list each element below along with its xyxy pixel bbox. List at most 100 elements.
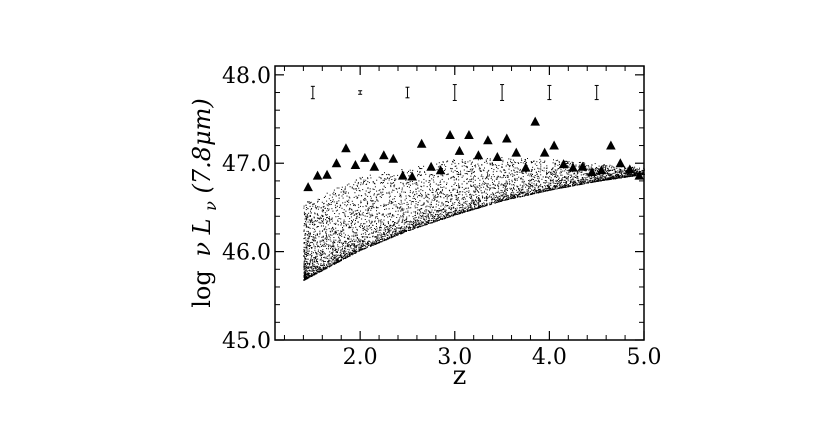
- scatter-point: [366, 236, 368, 238]
- scatter-point: [443, 215, 445, 217]
- scatter-point: [469, 179, 471, 180]
- scatter-point: [338, 237, 340, 239]
- scatter-point: [425, 213, 427, 215]
- scatter-point: [525, 172, 527, 174]
- scatter-point: [366, 230, 368, 232]
- scatter-point: [430, 214, 432, 216]
- scatter-point: [307, 237, 309, 239]
- scatter-point: [313, 267, 315, 269]
- scatter-point: [348, 242, 349, 244]
- scatter-point: [531, 170, 533, 172]
- scatter-point: [325, 245, 327, 247]
- scatter-point: [461, 198, 463, 200]
- scatter-point: [316, 220, 318, 222]
- scatter-point: [459, 207, 461, 209]
- scatter-point: [409, 225, 411, 227]
- scatter-point: [351, 224, 353, 226]
- scatter-point: [387, 229, 389, 231]
- scatter-point: [440, 215, 442, 217]
- scatter-point: [308, 237, 310, 239]
- scatter-point: [594, 177, 596, 179]
- scatter-point: [557, 175, 559, 177]
- scatter-point: [322, 235, 324, 237]
- scatter-point: [356, 232, 358, 234]
- scatter-point: [585, 179, 587, 181]
- scatter-point: [392, 214, 394, 216]
- scatter-point: [506, 198, 508, 200]
- scatter-point: [391, 191, 393, 193]
- scatter-point: [364, 244, 366, 246]
- scatter-point: [541, 169, 543, 171]
- scatter-point: [379, 242, 381, 243]
- scatter-point: [512, 166, 514, 168]
- scatter-point: [351, 240, 353, 242]
- scatter-point: [616, 173, 618, 175]
- scatter-point: [424, 224, 426, 226]
- scatter-point: [427, 214, 429, 216]
- scatter-point: [594, 176, 595, 178]
- scatter-point: [480, 190, 482, 192]
- scatter-point: [484, 197, 485, 199]
- scatter-point: [545, 190, 546, 191]
- scatter-point: [309, 266, 311, 268]
- scatter-point: [415, 219, 416, 221]
- scatter-point: [572, 171, 574, 173]
- scatter-point: [305, 266, 307, 268]
- scatter-point: [304, 268, 306, 270]
- scatter-point: [482, 206, 484, 208]
- scatter-point: [305, 213, 307, 215]
- scatter-point: [328, 260, 330, 262]
- scatter-point: [308, 272, 310, 274]
- scatter-point: [334, 261, 336, 263]
- scatter-point: [564, 170, 566, 172]
- scatter-point: [479, 198, 481, 200]
- scatter-point: [376, 238, 378, 240]
- scatter-point: [356, 217, 358, 219]
- scatter-point: [578, 180, 580, 182]
- scatter-point: [348, 256, 350, 257]
- scatter-point: [406, 218, 408, 220]
- scatter-point: [479, 170, 481, 172]
- scatter-point: [534, 188, 535, 190]
- scatter-point: [617, 170, 619, 172]
- scatter-point: [587, 181, 589, 183]
- scatter-point: [432, 206, 434, 208]
- scatter-point: [559, 161, 560, 163]
- scatter-point: [560, 185, 562, 187]
- scatter-point: [607, 177, 609, 179]
- scatter-point: [636, 171, 638, 173]
- scatter-point: [330, 234, 331, 236]
- scatter-point: [337, 224, 339, 226]
- scatter-point: [364, 238, 366, 240]
- scatter-point: [577, 176, 579, 178]
- scatter-point: [462, 205, 464, 207]
- scatter-point: [608, 174, 610, 176]
- scatter-point: [504, 193, 506, 195]
- scatter-point: [369, 221, 371, 223]
- scatter-point: [507, 174, 509, 176]
- scatter-point: [367, 181, 369, 183]
- scatter-point: [557, 182, 559, 184]
- scatter-point: [324, 267, 326, 269]
- scatter-point: [409, 196, 411, 198]
- scatter-point: [327, 224, 329, 226]
- scatter-point: [319, 240, 321, 242]
- scatter-point: [504, 184, 506, 186]
- scatter-point: [304, 247, 306, 249]
- scatter-point: [515, 197, 517, 199]
- scatter-point: [409, 222, 411, 224]
- scatter-point: [433, 221, 435, 223]
- scatter-point: [340, 221, 342, 223]
- scatter-point: [452, 161, 454, 163]
- scatter-point: [432, 189, 434, 191]
- scatter-point: [394, 226, 396, 227]
- scatter-point: [434, 198, 436, 200]
- scatter-point: [348, 199, 350, 201]
- scatter-point: [319, 233, 321, 235]
- scatter-point: [493, 169, 495, 171]
- scatter-point: [373, 202, 375, 204]
- scatter-point: [380, 182, 382, 184]
- scatter-point: [406, 204, 408, 206]
- scatter-point: [454, 202, 456, 203]
- scatter-point: [322, 239, 324, 241]
